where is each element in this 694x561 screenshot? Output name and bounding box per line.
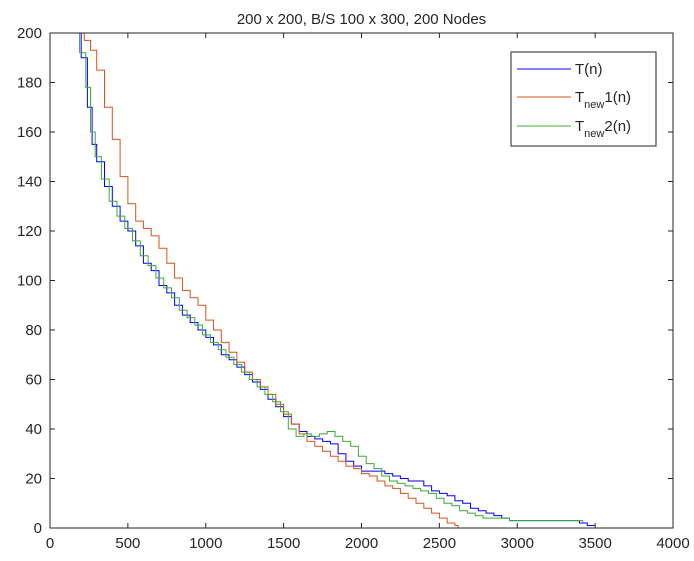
x-tick-label: 1500: [267, 535, 300, 552]
x-tick-label: 2000: [345, 535, 378, 552]
x-tick-label: 0: [46, 535, 54, 552]
x-tick-label: 2500: [423, 535, 456, 552]
y-tick-label: 120: [17, 223, 42, 240]
y-tick-label: 40: [25, 421, 42, 438]
y-tick-label: 80: [25, 322, 42, 339]
x-tick-label: 1000: [189, 535, 222, 552]
y-tick-label: 140: [17, 174, 42, 191]
chart-title: 200 x 200, B/S 100 x 300, 200 Nodes: [237, 11, 486, 28]
y-tick-label: 0: [34, 520, 42, 537]
y-tick-label: 200: [17, 25, 42, 42]
y-tick-label: 20: [25, 471, 42, 488]
x-tick-label: 500: [115, 535, 140, 552]
y-tick-label: 100: [17, 273, 42, 290]
x-tick-label: 3500: [578, 535, 611, 552]
y-tick-label: 60: [25, 372, 42, 389]
y-tick-label: 180: [17, 75, 42, 92]
legend: T(n)Tnew1(n)Tnew2(n): [511, 52, 656, 146]
y-tick-label: 160: [17, 124, 42, 141]
x-tick-label: 3000: [501, 535, 534, 552]
legend-label-1: T(n): [575, 61, 603, 78]
x-tick-label: 4000: [656, 535, 689, 552]
